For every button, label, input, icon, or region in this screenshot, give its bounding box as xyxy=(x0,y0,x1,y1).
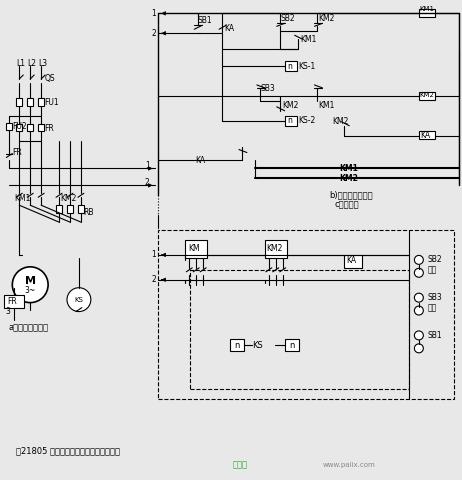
Text: KS: KS xyxy=(252,341,262,350)
Text: www.paiix.com: www.paiix.com xyxy=(323,462,376,468)
Text: KM1: KM1 xyxy=(318,101,335,110)
Text: 图21805 可逆起动、反接制动控制线路之: 图21805 可逆起动、反接制动控制线路之 xyxy=(16,446,120,455)
Text: 3~: 3~ xyxy=(24,286,36,295)
Circle shape xyxy=(414,344,423,353)
Text: M: M xyxy=(24,276,36,286)
Text: KA: KA xyxy=(346,256,356,265)
Text: 正转: 正转 xyxy=(428,265,437,274)
Bar xyxy=(185,240,207,258)
Text: b)控制回路原理图: b)控制回路原理图 xyxy=(329,191,373,200)
Bar xyxy=(419,92,435,100)
Text: SB3: SB3 xyxy=(261,84,275,94)
Text: KS-2: KS-2 xyxy=(298,116,316,125)
Bar xyxy=(38,98,44,106)
Text: 3: 3 xyxy=(6,307,10,316)
Circle shape xyxy=(414,331,423,340)
Circle shape xyxy=(414,255,423,264)
Bar xyxy=(285,61,297,71)
Bar xyxy=(419,131,435,139)
Text: KM2: KM2 xyxy=(283,101,299,110)
Text: 1: 1 xyxy=(152,9,157,18)
Bar xyxy=(67,205,73,213)
Bar xyxy=(38,124,44,131)
Text: FR: FR xyxy=(12,148,22,157)
Bar xyxy=(16,124,22,131)
Bar xyxy=(419,10,435,17)
Text: FR: FR xyxy=(7,297,17,306)
Text: KM2: KM2 xyxy=(332,117,349,126)
Circle shape xyxy=(414,268,423,277)
Bar xyxy=(27,98,33,106)
Text: KM1: KM1 xyxy=(420,6,435,12)
Text: L2: L2 xyxy=(27,59,36,68)
Text: RB: RB xyxy=(83,208,93,216)
Text: FR: FR xyxy=(44,124,54,133)
Bar xyxy=(285,339,298,351)
Bar xyxy=(285,116,297,126)
Circle shape xyxy=(67,288,91,312)
Text: 2: 2 xyxy=(152,275,157,284)
Bar xyxy=(158,230,454,399)
Text: SB1: SB1 xyxy=(197,16,212,25)
Text: 1: 1 xyxy=(152,251,157,259)
Bar xyxy=(4,295,24,308)
Text: SB2: SB2 xyxy=(281,14,295,23)
Bar xyxy=(27,124,33,131)
Text: n: n xyxy=(234,341,240,350)
Bar xyxy=(190,270,409,389)
Text: SB3: SB3 xyxy=(428,293,443,302)
Bar xyxy=(344,255,362,268)
Text: QS: QS xyxy=(44,74,55,84)
Text: L1: L1 xyxy=(16,59,25,68)
Circle shape xyxy=(414,293,423,302)
Circle shape xyxy=(12,267,48,302)
Text: 2: 2 xyxy=(152,29,157,38)
Text: KM2: KM2 xyxy=(340,174,358,183)
Text: 排线网: 排线网 xyxy=(232,460,248,469)
Text: KM2: KM2 xyxy=(420,92,435,98)
Text: KA: KA xyxy=(195,156,205,165)
Bar xyxy=(56,205,62,213)
Text: KM2: KM2 xyxy=(266,244,282,253)
Text: KA: KA xyxy=(420,131,430,140)
Text: SB2: SB2 xyxy=(428,255,443,264)
Text: 1: 1 xyxy=(145,161,150,170)
Text: KA: KA xyxy=(224,24,234,33)
Text: n: n xyxy=(287,61,292,71)
Text: KM1: KM1 xyxy=(340,164,358,173)
Bar xyxy=(230,339,244,351)
Text: KM1: KM1 xyxy=(301,35,317,44)
Text: n: n xyxy=(289,341,294,350)
Text: FU1: FU1 xyxy=(44,98,59,108)
Bar xyxy=(16,98,22,106)
Text: KM: KM xyxy=(188,244,200,253)
Text: KM1: KM1 xyxy=(14,194,30,203)
Text: FU2: FU2 xyxy=(12,122,27,131)
Text: KM2: KM2 xyxy=(60,194,76,203)
Text: L3: L3 xyxy=(38,59,47,68)
Text: KS: KS xyxy=(74,297,83,302)
Bar xyxy=(6,123,12,130)
Bar xyxy=(78,205,84,213)
Text: n: n xyxy=(287,116,292,125)
Text: a）主回路原理图: a）主回路原理图 xyxy=(8,323,49,332)
Bar xyxy=(265,240,286,258)
Text: KM2: KM2 xyxy=(318,14,335,23)
Text: SB1: SB1 xyxy=(428,331,443,340)
Text: 2: 2 xyxy=(145,178,150,187)
Text: KS-1: KS-1 xyxy=(298,61,316,71)
Circle shape xyxy=(414,306,423,315)
Text: 反转: 反转 xyxy=(428,303,437,312)
Text: c）接线图: c）接线图 xyxy=(334,201,359,210)
